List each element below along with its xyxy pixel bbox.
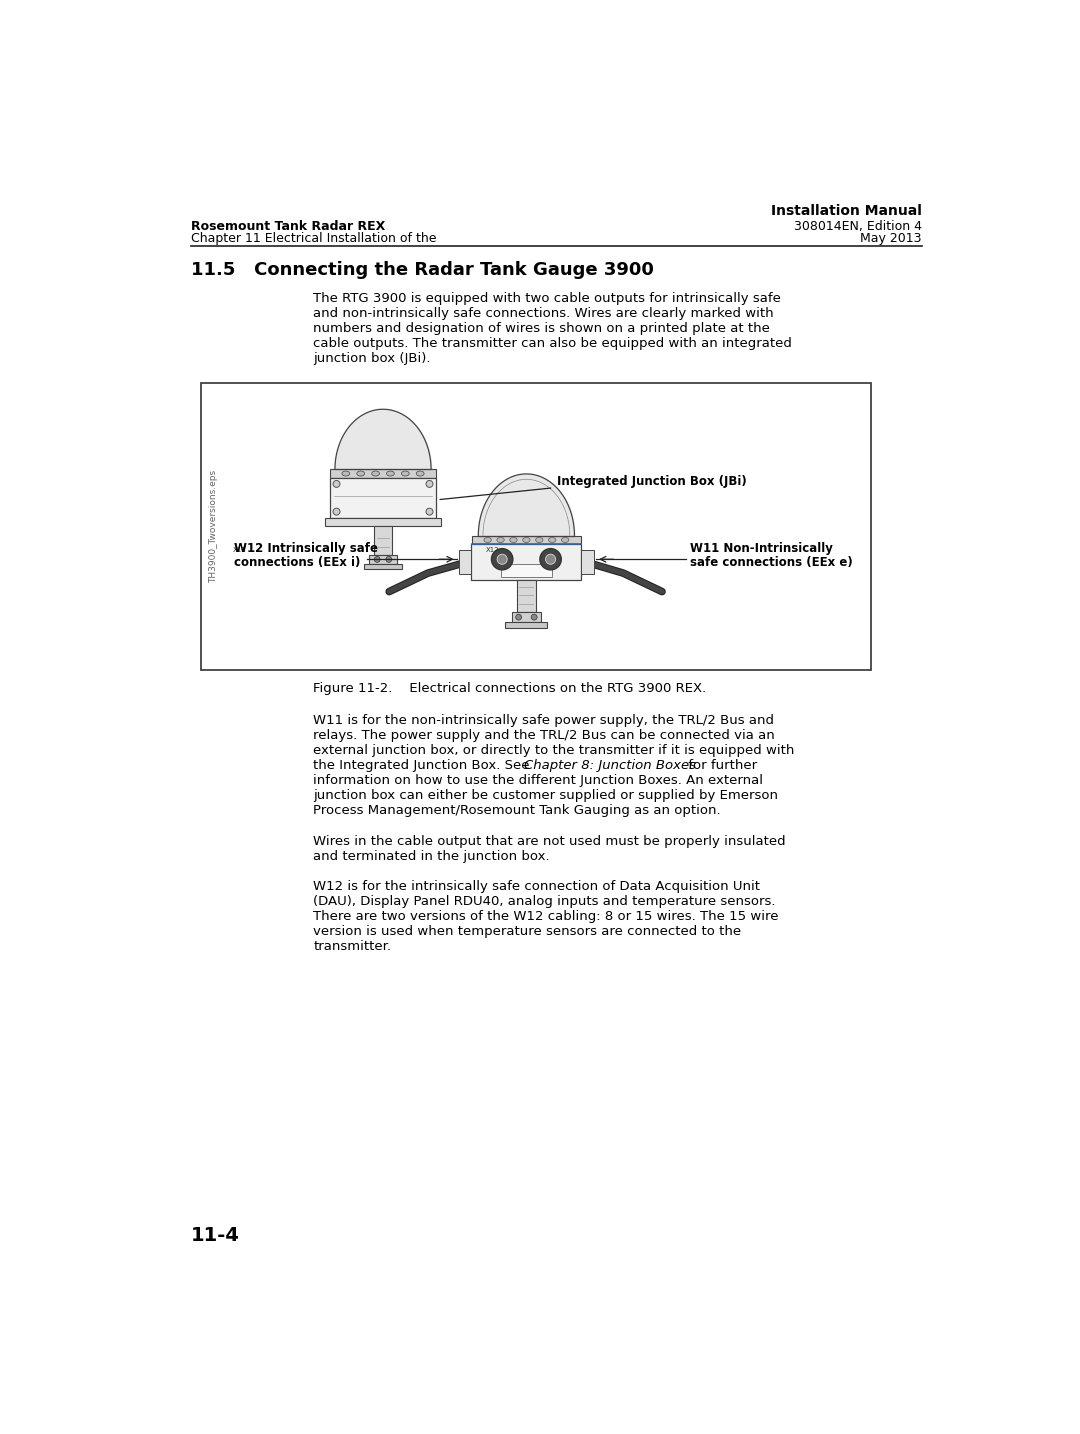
- Circle shape: [497, 555, 508, 564]
- Circle shape: [540, 549, 562, 569]
- Bar: [472, 535, 581, 545]
- Circle shape: [531, 614, 537, 619]
- Ellipse shape: [372, 470, 379, 476]
- Bar: [512, 612, 541, 622]
- Circle shape: [333, 508, 340, 515]
- Text: X11: X11: [232, 548, 246, 554]
- Bar: [505, 622, 548, 628]
- Bar: [471, 545, 581, 579]
- Bar: [330, 478, 435, 518]
- Text: Rosemount Tank Radar REX: Rosemount Tank Radar REX: [191, 219, 386, 232]
- Text: and terminated in the junction box.: and terminated in the junction box.: [313, 850, 550, 863]
- Circle shape: [491, 549, 513, 569]
- Text: Installation Manual: Installation Manual: [771, 205, 921, 218]
- Ellipse shape: [356, 470, 365, 476]
- Text: the Integrated Junction Box. See: the Integrated Junction Box. See: [313, 759, 534, 771]
- Ellipse shape: [402, 470, 409, 476]
- Text: safe connections (EEx e): safe connections (EEx e): [690, 556, 852, 569]
- Bar: [369, 555, 396, 564]
- Text: cable outputs. The transmitter can also be equipped with an integrated: cable outputs. The transmitter can also …: [313, 337, 792, 350]
- Ellipse shape: [416, 470, 424, 476]
- Ellipse shape: [562, 538, 569, 542]
- Ellipse shape: [536, 538, 543, 542]
- Text: 11.5   Connecting the Radar Tank Gauge 3900: 11.5 Connecting the Radar Tank Gauge 390…: [191, 261, 653, 280]
- Bar: [375, 525, 392, 555]
- Text: transmitter.: transmitter.: [313, 941, 391, 954]
- Circle shape: [386, 556, 392, 562]
- Text: Chapter 11 Electrical Installation of the: Chapter 11 Electrical Installation of th…: [191, 232, 436, 245]
- Bar: [325, 518, 441, 525]
- Text: W11 is for the non-intrinsically safe power supply, the TRL/2 Bus and: W11 is for the non-intrinsically safe po…: [313, 714, 774, 727]
- Text: Process Management/Rosemount Tank Gauging as an option.: Process Management/Rosemount Tank Gaugin…: [313, 804, 720, 817]
- Text: (DAU), Display Panel RDU40, analog inputs and temperature sensors.: (DAU), Display Panel RDU40, analog input…: [313, 895, 775, 908]
- Text: 308014EN, Edition 4: 308014EN, Edition 4: [794, 219, 921, 232]
- Text: X12: X12: [486, 548, 500, 554]
- Text: and non-intrinsically safe connections. Wires are clearly marked with: and non-intrinsically safe connections. …: [313, 307, 774, 320]
- Ellipse shape: [497, 538, 504, 542]
- Text: TH3900_Twoversions.eps: TH3900_Twoversions.eps: [210, 470, 218, 582]
- Bar: [581, 549, 594, 575]
- Text: relays. The power supply and the TRL/2 Bus can be connected via an: relays. The power supply and the TRL/2 B…: [313, 728, 775, 743]
- Text: May 2013: May 2013: [860, 232, 921, 245]
- Circle shape: [426, 480, 433, 488]
- Text: Chapter 8: Junction Boxes: Chapter 8: Junction Boxes: [524, 759, 697, 771]
- Ellipse shape: [549, 538, 556, 542]
- Circle shape: [375, 556, 380, 562]
- Text: information on how to use the different Junction Boxes. An external: information on how to use the different …: [313, 774, 764, 787]
- Circle shape: [515, 614, 522, 619]
- Text: for further: for further: [684, 759, 757, 771]
- Ellipse shape: [484, 538, 491, 542]
- Ellipse shape: [387, 470, 394, 476]
- Bar: [459, 549, 471, 575]
- Text: Figure 11-2.    Electrical connections on the RTG 3900 REX.: Figure 11-2. Electrical connections on t…: [313, 681, 706, 695]
- Bar: [329, 469, 436, 478]
- Text: Integrated Junction Box (JBi): Integrated Junction Box (JBi): [557, 475, 747, 488]
- Text: There are two versions of the W12 cabling: 8 or 15 wires. The 15 wire: There are two versions of the W12 cablin…: [313, 911, 779, 923]
- Text: junction box can either be customer supplied or supplied by Emerson: junction box can either be customer supp…: [313, 789, 779, 802]
- Bar: [517, 579, 536, 612]
- Circle shape: [426, 508, 433, 515]
- Text: version is used when temperature sensors are connected to the: version is used when temperature sensors…: [313, 925, 741, 938]
- Text: numbers and designation of wires is shown on a printed plate at the: numbers and designation of wires is show…: [313, 323, 770, 336]
- Bar: [364, 564, 403, 569]
- Bar: [201, 383, 872, 670]
- Text: W12 Intrinsically safe: W12 Intrinsically safe: [234, 542, 378, 555]
- Text: Wires in the cable output that are not used must be properly insulated: Wires in the cable output that are not u…: [313, 835, 786, 847]
- Text: external junction box, or directly to the transmitter if it is equipped with: external junction box, or directly to th…: [313, 744, 795, 757]
- Ellipse shape: [510, 538, 517, 542]
- Text: connections (EEx i): connections (EEx i): [234, 556, 361, 569]
- Ellipse shape: [523, 538, 530, 542]
- Bar: [501, 565, 552, 576]
- Circle shape: [545, 555, 555, 564]
- Text: W11 Non-Intrinsically: W11 Non-Intrinsically: [690, 542, 833, 555]
- Ellipse shape: [342, 470, 350, 476]
- Circle shape: [333, 480, 340, 488]
- Text: 11-4: 11-4: [191, 1226, 240, 1246]
- Text: W12 is for the intrinsically safe connection of Data Acquisition Unit: W12 is for the intrinsically safe connec…: [313, 880, 760, 893]
- Text: The RTG 3900 is equipped with two cable outputs for intrinsically safe: The RTG 3900 is equipped with two cable …: [313, 293, 781, 305]
- Text: junction box (JBi).: junction box (JBi).: [313, 353, 431, 366]
